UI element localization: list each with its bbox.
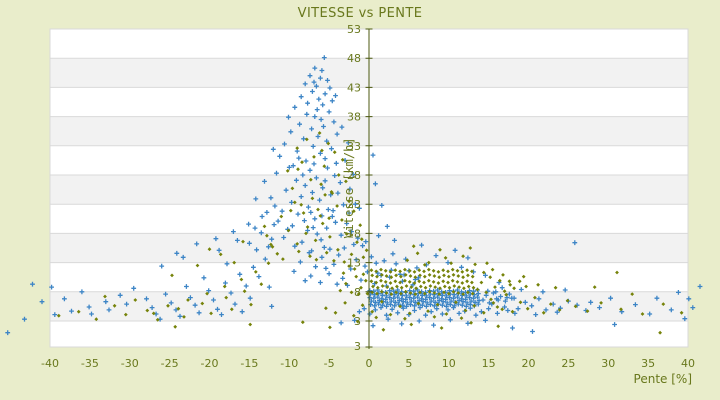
y-axis-min-label: 3	[354, 340, 361, 353]
x-tick-label: -20	[201, 357, 219, 370]
x-tick-label: -30	[121, 357, 139, 370]
y-tick-label: 18	[347, 227, 361, 240]
y-tick-label: 48	[347, 52, 361, 65]
y-tick-label: 3	[354, 315, 361, 328]
y-tick-label: 13	[347, 257, 361, 270]
x-tick-label: 40	[681, 357, 695, 370]
x-tick-label: -40	[41, 357, 59, 370]
x-tick-label: -10	[280, 357, 298, 370]
y-axis-ticks	[365, 28, 373, 348]
x-tick-label: 35	[641, 357, 655, 370]
x-tick-label: 5	[405, 357, 412, 370]
x-tick-label: -25	[161, 357, 179, 370]
y-tick-label: 23	[347, 198, 361, 211]
x-tick-label: 25	[561, 357, 575, 370]
y-tick-label: 8	[354, 286, 361, 299]
y-tick-label: 43	[347, 81, 361, 94]
x-tick-label: 15	[482, 357, 496, 370]
x-tick-label: -5	[324, 357, 335, 370]
x-tick-label: 10	[442, 357, 456, 370]
x-tick-label: 30	[601, 357, 615, 370]
x-tick-label: 0	[366, 357, 373, 370]
x-tick-label: -35	[81, 357, 99, 370]
y-tick-label: 38	[347, 111, 361, 124]
y-tick-label: 53	[347, 23, 361, 36]
x-tick-label: -15	[240, 357, 258, 370]
x-tick-label: 20	[522, 357, 536, 370]
y-tick-label: 33	[347, 140, 361, 153]
y-tick-label: 28	[347, 169, 361, 182]
